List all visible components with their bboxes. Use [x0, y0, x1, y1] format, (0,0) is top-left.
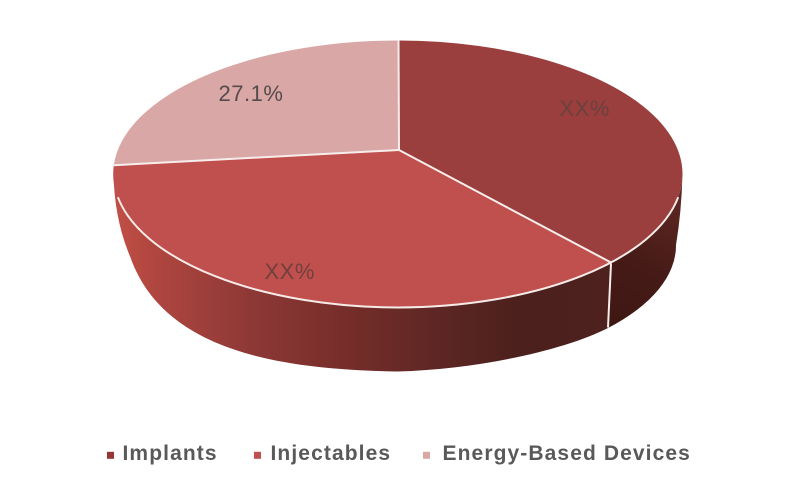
svg-text:Injectables: Injectables — [271, 442, 392, 465]
svg-text:XX%: XX% — [264, 259, 314, 284]
svg-text:XX%: XX% — [559, 96, 609, 121]
svg-text:Implants: Implants — [123, 442, 218, 465]
svg-text:Energy-Based Devices: Energy-Based Devices — [443, 442, 691, 465]
svg-text:27.1%: 27.1% — [219, 81, 284, 106]
